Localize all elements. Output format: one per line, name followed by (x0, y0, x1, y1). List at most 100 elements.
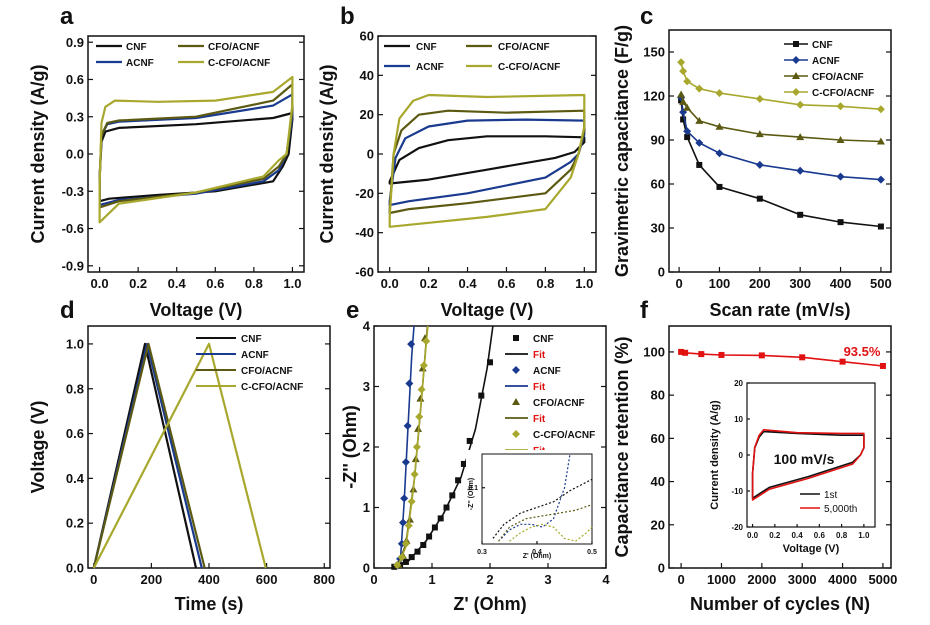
data-point-cfoacnf (695, 116, 704, 124)
legend-label: Fit (533, 350, 546, 361)
data-point-cnf (797, 211, 804, 218)
inset-nyquist: 0.3 0.4 0.5 0.1 Z' (Ohm) -Z'' (Ohm) (466, 450, 597, 562)
x-tick-label: 5000 (868, 572, 897, 587)
x-axis-title: Voltage (V) (150, 300, 243, 320)
data-point-ccfoacnf (412, 443, 421, 451)
line-acnf (680, 97, 881, 181)
legend-label: CFO/ACNF (208, 42, 260, 53)
inset-legend-label: 5,000th (824, 504, 857, 515)
x-tick-label: 0.6 (497, 276, 515, 291)
data-point-acnf (405, 379, 414, 388)
y-tick-label: -0.3 (62, 184, 84, 199)
y-axis-title: -Z'' (Ohm) (340, 405, 360, 489)
data-point-acnf (715, 149, 724, 158)
data-point-cnf (443, 504, 450, 511)
legend-label: CNF (126, 42, 147, 53)
plot-frame (87, 35, 305, 273)
x-tick-label: 0.2 (769, 531, 781, 540)
legend-label: CFO/ACNF (498, 42, 550, 53)
data-point-retention (698, 351, 705, 358)
y-tick-label: -10 (731, 487, 743, 496)
data-point-cfoacnf (677, 90, 686, 98)
y-tick-label: 0 (363, 561, 370, 576)
data-point-ccfoacnf (796, 100, 805, 109)
data-point-ccfoacnf (407, 497, 416, 506)
y-tick-label: 10 (734, 415, 743, 424)
legend-label: CFO/ACNF (533, 398, 585, 409)
gcd-curve-ccfoacnf (92, 342, 267, 569)
data-point-cnf (680, 116, 687, 123)
y-tick-label: -20 (731, 523, 743, 532)
inset-y-axis-title: -Z'' (Ohm) (468, 478, 475, 511)
data-point-retention (879, 362, 886, 369)
data-point-cnf (478, 392, 485, 399)
panel-d: 0 200 400 600 800 0.0 0.2 0.4 0.6 0.8 1.0 d Time (s)… (28, 297, 335, 614)
x-tick-label: 1 (428, 572, 435, 587)
y-tick-label: 0.6 (66, 426, 84, 441)
inset-scanrate-annotation: 100 mV/s (774, 451, 835, 467)
line-ccfoacnf (680, 62, 881, 110)
data-point-cnf (466, 437, 473, 444)
y-tick-label: -20 (355, 186, 374, 201)
x-tick-label: 0.0 (91, 276, 109, 291)
x-tick-label: 0.8 (836, 531, 848, 540)
data-point-ccfoacnf (404, 521, 413, 530)
x-tick-label: 400 (830, 276, 852, 291)
data-point-cfoacnf (876, 137, 885, 145)
data-point-cnf (756, 195, 763, 202)
inset-cv: 0.0 0.2 0.4 0.6 0.8 1.0 -20 -10 0 10 20 100 mV/s Vol… (709, 379, 876, 555)
x-tick-label: 0 (370, 572, 377, 587)
x-tick-label: 0.3 (477, 549, 487, 556)
data-point-ccfoacnf (876, 105, 885, 114)
legend-label: CFO/ACNF (241, 366, 293, 377)
data-point-retention (678, 348, 685, 355)
legend-label: C-CFO/ACNF (241, 382, 303, 393)
x-tick-label: 0.2 (129, 276, 147, 291)
retention-annotation: 93.5% (844, 344, 881, 359)
x-tick-label: 0.0 (747, 531, 759, 540)
y-tick-label: 0.9 (66, 35, 84, 50)
y-tick-label: 120 (643, 89, 665, 104)
panel-a: 0.0 0.2 0.4 0.6 0.8 1.0 -0.9 -0.6 -0.3 0.0 0.3 0.6 0… (28, 3, 305, 320)
data-point-cfoacnf (715, 122, 724, 130)
x-tick-label: 200 (141, 572, 163, 587)
legend-label: ACNF (241, 350, 269, 361)
x-tick-label: 0 (90, 572, 97, 587)
y-tick-label: 40 (360, 68, 374, 83)
x-axis-title: Z' (Ohm) (453, 594, 526, 614)
data-point-retention (839, 358, 846, 365)
data-point-ccfoacnf (401, 539, 410, 548)
legend-label: CNF (241, 334, 262, 345)
y-tick-label: 30 (651, 221, 665, 236)
x-tick-label: 4000 (828, 572, 857, 587)
inset-background (466, 450, 596, 562)
x-tick-label: 0.4 (168, 276, 187, 291)
inset-curve-cnf (492, 478, 593, 539)
x-tick-label: 800 (313, 572, 335, 587)
data-point-cnf (716, 183, 723, 190)
data-point-cnf (837, 219, 844, 226)
panel-b: 0.0 0.2 0.4 0.6 0.8 1.0 -60 -40 -20 0 20 40 60 b Volta… (317, 3, 597, 320)
legend-label: C-CFO/ACNF (498, 62, 560, 73)
data-point-cnf (487, 359, 493, 366)
data-point-cfoacnf (755, 130, 764, 138)
y-tick-label: 0 (658, 265, 665, 280)
legend-label: Fit (533, 414, 546, 425)
legend-label: CNF (812, 40, 833, 51)
y-tick-label: 0.2 (66, 516, 84, 531)
inset-curve-cfoacnf (498, 504, 593, 542)
y-tick-label: 80 (651, 388, 665, 403)
legend-label: Fit (533, 382, 546, 393)
data-point-ccfoacnf (419, 361, 428, 370)
data-point-cnf (696, 161, 703, 168)
data-point-retention (799, 354, 806, 361)
data-point-ccfoacnf (836, 102, 845, 111)
y-tick-label: 20 (651, 517, 665, 532)
plot-frame (668, 325, 892, 569)
x-tick-label: 3000 (788, 572, 817, 587)
legend-marker (512, 366, 520, 374)
legend-label: C-CFO/ACNF (812, 88, 874, 99)
x-axis-title: Number of cycles (N) (690, 594, 870, 614)
x-axis-title: Time (s) (175, 594, 244, 614)
